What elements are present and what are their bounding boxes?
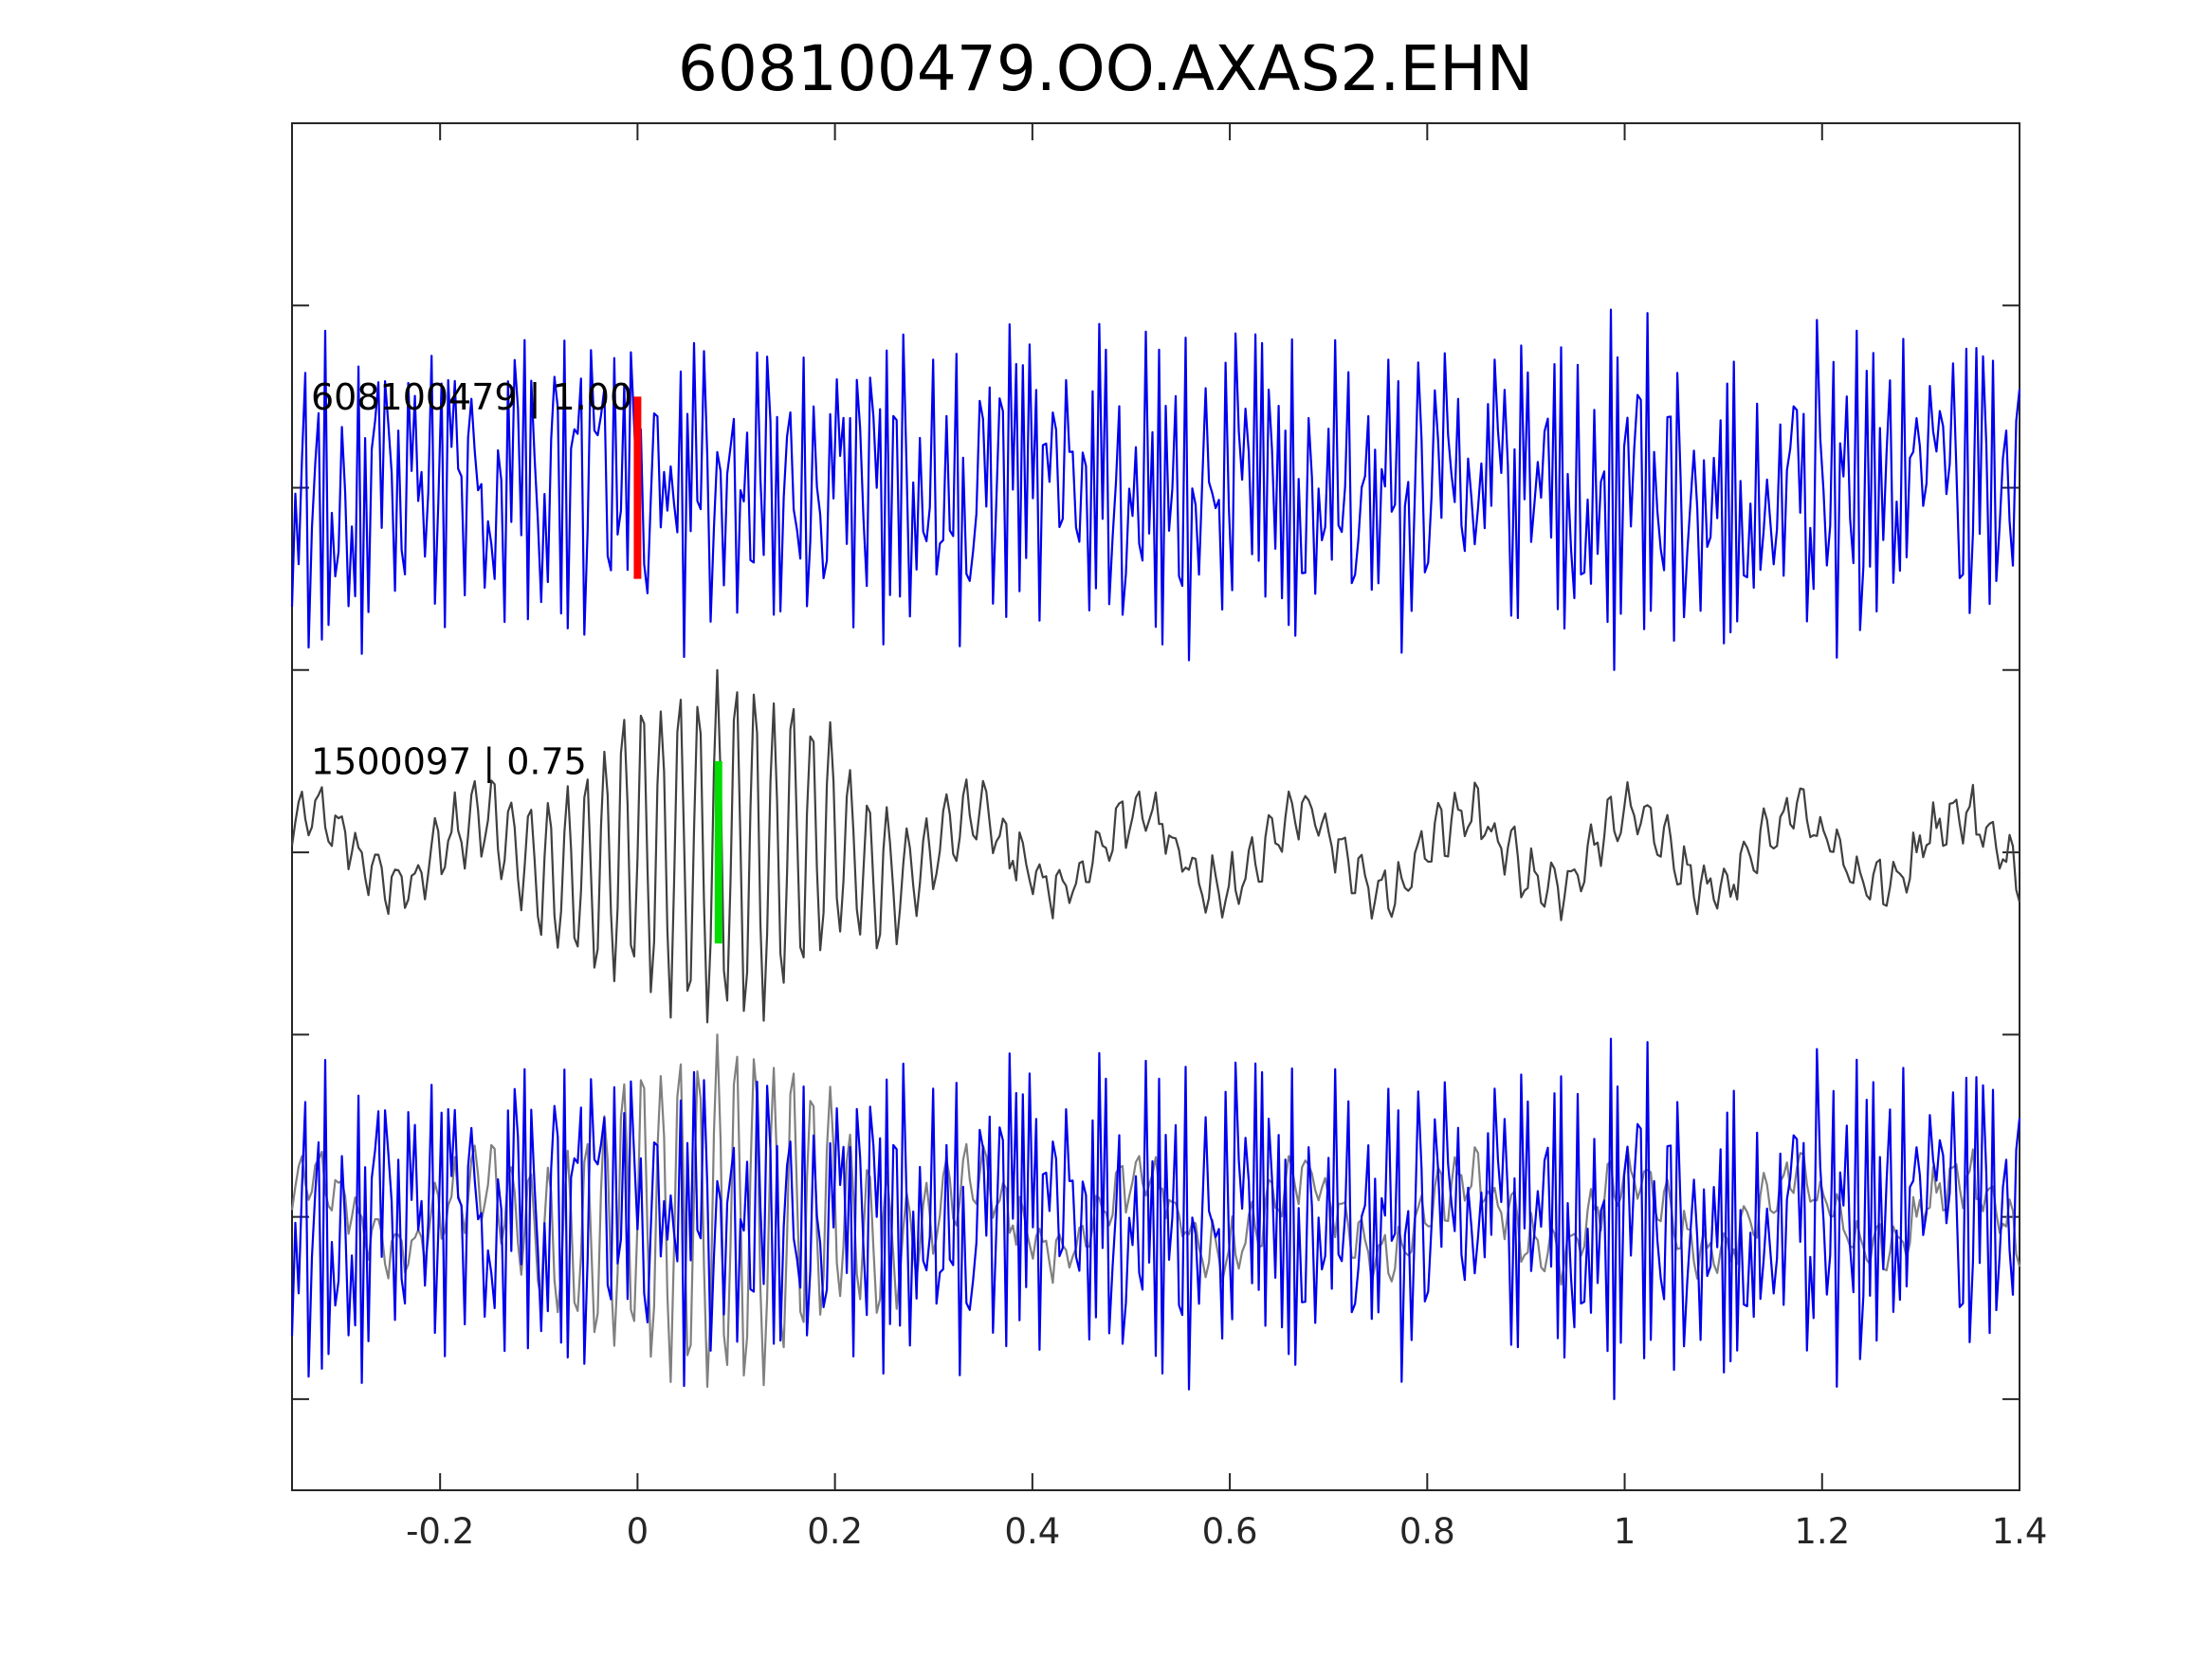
x-tick-label: 1 bbox=[1614, 1511, 1636, 1552]
x-tick-label: 1.2 bbox=[1794, 1511, 1850, 1552]
overlay-trace-608100479 bbox=[290, 1037, 2021, 1401]
x-tick-label: 0.4 bbox=[1004, 1511, 1060, 1552]
x-tick-label: -0.2 bbox=[406, 1511, 474, 1552]
axes-box bbox=[291, 122, 2020, 1491]
x-tick-label: 1.4 bbox=[1992, 1511, 2048, 1552]
trace-label-608100479: 608100479 | 1.00 bbox=[311, 376, 632, 419]
plot-area: -0.2 0 0.2 0.4 0.6 0.8 1 1.2 1.4 608100479 | 1.00… bbox=[290, 122, 2048, 1552]
chart-title: 608100479.OO.AXAS2.EHN bbox=[678, 32, 1533, 105]
trace-608100479 bbox=[290, 308, 2021, 671]
trace-1500097 bbox=[290, 668, 2021, 1024]
trace-label-1500097: 1500097 | 0.75 bbox=[311, 740, 587, 783]
x-tick-label: 0.6 bbox=[1202, 1511, 1258, 1552]
x-tick-label: 0.2 bbox=[807, 1511, 863, 1552]
x-tick-label: 0 bbox=[627, 1511, 649, 1552]
x-tick-label: 0.8 bbox=[1399, 1511, 1455, 1552]
